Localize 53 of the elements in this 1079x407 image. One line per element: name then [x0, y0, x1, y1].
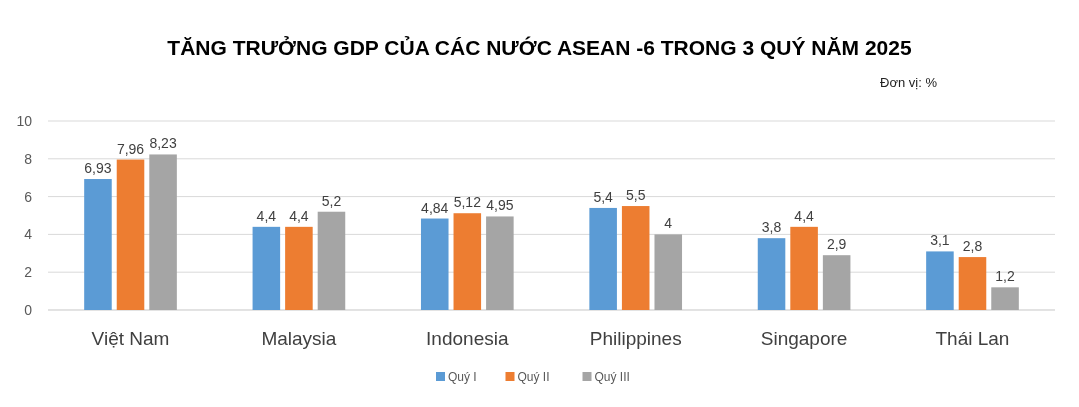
y-tick-label: 10 — [16, 113, 33, 129]
data-label: 3,8 — [761, 219, 782, 236]
x-tick-label: Philippines — [589, 328, 682, 349]
bar — [420, 218, 449, 310]
chart-title: TĂNG TRƯỞNG GDP CỦA CÁC NƯỚC ASEAN -6 TRONG 3 QUÝ NĂM 2025 — [167, 36, 912, 59]
data-label: 5,4 — [593, 188, 614, 205]
bar — [149, 154, 177, 310]
data-label: 8,23 — [149, 135, 177, 152]
y-tick-label: 2 — [24, 264, 33, 281]
y-tick-label: 8 — [24, 150, 33, 167]
bar — [926, 251, 954, 310]
bar — [621, 206, 650, 310]
x-tick-label: Indonesia — [426, 328, 509, 349]
data-label: 5,12 — [453, 194, 482, 211]
data-label: 5,5 — [625, 187, 646, 204]
bar — [116, 159, 145, 310]
chart-subtitle: Đơn vị: % — [880, 75, 938, 90]
data-label: 4 — [664, 215, 673, 232]
bar — [654, 234, 683, 310]
y-tick-label: 6 — [24, 188, 33, 205]
bar — [991, 287, 1019, 310]
x-tick-label: Malaysia — [261, 328, 337, 349]
x-tick-label: Việt Nam — [91, 328, 170, 349]
bar — [822, 255, 851, 310]
bar — [84, 179, 112, 310]
legend-label: Quý II — [517, 370, 550, 384]
bar — [589, 207, 617, 310]
y-tick-label: 0 — [24, 302, 33, 318]
bar — [958, 257, 987, 310]
legend-label: Quý I — [448, 370, 477, 384]
data-label: 4,4 — [289, 207, 309, 224]
data-label: 2,8 — [962, 238, 983, 255]
data-label: 7,96 — [116, 140, 145, 157]
data-label: 4,4 — [794, 207, 815, 224]
legend-label: Quý III — [594, 370, 630, 384]
data-label: 3,1 — [930, 232, 950, 249]
bar — [252, 226, 281, 310]
bar — [453, 213, 482, 310]
data-label: 6,93 — [84, 160, 112, 177]
x-tick-label: Thái Lan — [935, 328, 1010, 349]
bar — [757, 238, 786, 310]
data-label: 4,4 — [256, 207, 277, 224]
x-tick-label: Singapore — [760, 328, 848, 349]
data-label: 4,95 — [486, 197, 514, 214]
y-tick-label: 4 — [24, 226, 33, 243]
bar — [317, 211, 346, 310]
data-label: 4,84 — [421, 199, 449, 216]
bar — [790, 226, 818, 310]
data-label: 5,2 — [321, 192, 342, 209]
bar — [285, 226, 313, 310]
data-label: 1,2 — [995, 268, 1015, 285]
data-label: 2,9 — [826, 236, 847, 253]
bar — [486, 216, 514, 310]
